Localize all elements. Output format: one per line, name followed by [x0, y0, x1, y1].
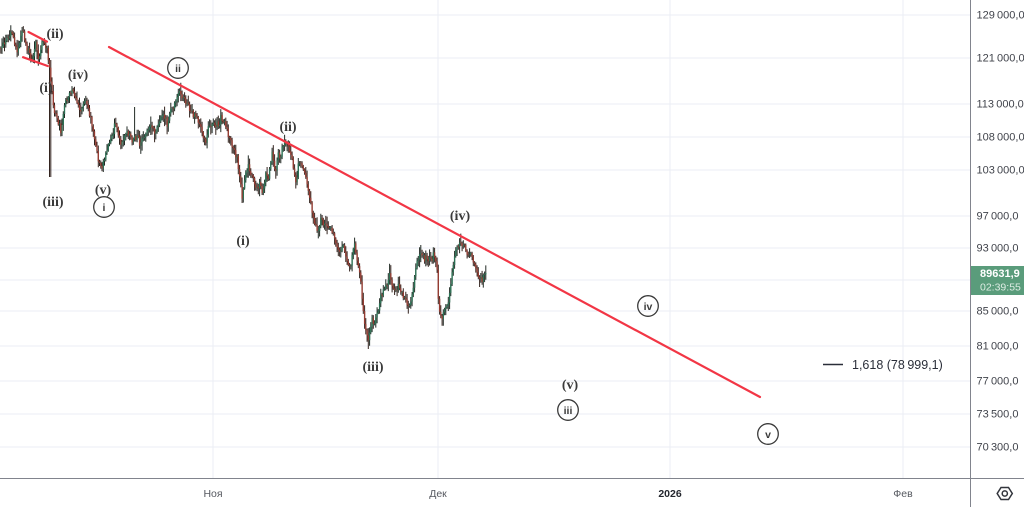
svg-text:(ii): (ii)	[279, 120, 296, 135]
svg-text:(v): (v)	[562, 378, 579, 393]
svg-text:i: i	[103, 202, 106, 214]
svg-text:89631,9: 89631,9	[980, 268, 1020, 280]
svg-text:70 300,0: 70 300,0	[977, 442, 1019, 454]
svg-text:(iii): (iii)	[363, 360, 384, 375]
svg-text:(iv): (iv)	[68, 68, 89, 83]
svg-text:97 000,0: 97 000,0	[977, 211, 1019, 223]
svg-text:113 000,0: 113 000,0	[977, 99, 1024, 111]
svg-text:121 000,0: 121 000,0	[977, 53, 1024, 65]
svg-text:103 000,0: 103 000,0	[977, 165, 1024, 177]
svg-text:v: v	[765, 429, 771, 441]
svg-text:73 500,0: 73 500,0	[977, 409, 1019, 421]
svg-text:85 000,0: 85 000,0	[977, 306, 1019, 318]
svg-text:(i): (i)	[236, 234, 250, 249]
svg-text:Фев: Фев	[893, 488, 913, 500]
svg-text:ii: ii	[175, 63, 181, 75]
svg-text:02:39:55: 02:39:55	[980, 282, 1021, 294]
svg-text:108 000,0: 108 000,0	[977, 132, 1024, 144]
svg-text:129 000,0: 129 000,0	[977, 10, 1024, 22]
svg-text:2026: 2026	[658, 488, 682, 500]
svg-text:77 000,0: 77 000,0	[977, 376, 1019, 388]
svg-text:1,618 (78 999,1): 1,618 (78 999,1)	[852, 358, 943, 372]
svg-text:(v): (v)	[95, 183, 112, 198]
svg-text:81 000,0: 81 000,0	[977, 341, 1019, 353]
svg-text:(iv): (iv)	[450, 209, 471, 224]
svg-text:Дек: Дек	[429, 488, 447, 500]
svg-text:iii: iii	[564, 405, 573, 417]
svg-text:iv: iv	[644, 301, 653, 313]
svg-text:Ноя: Ноя	[203, 488, 222, 500]
svg-text:93 000,0: 93 000,0	[977, 243, 1019, 255]
svg-text:(iii): (iii)	[43, 195, 64, 210]
svg-text:(ii): (ii)	[46, 27, 63, 42]
svg-text:(i): (i)	[39, 81, 53, 96]
